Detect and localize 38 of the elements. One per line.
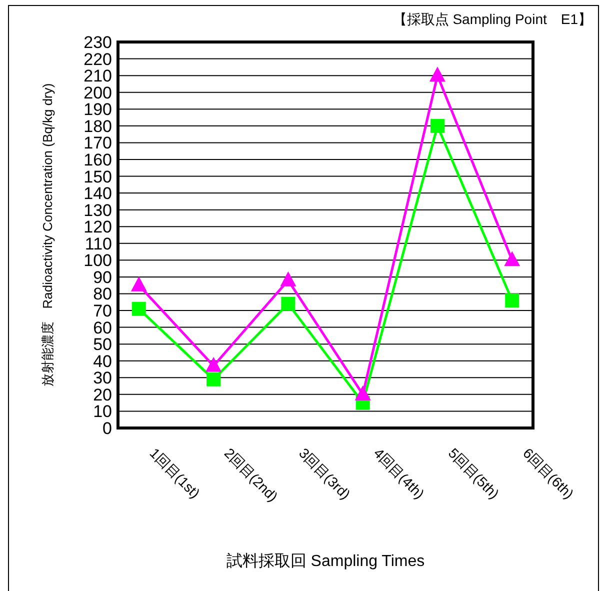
y-tick-label: 110: [84, 234, 112, 254]
point: [132, 302, 146, 316]
y-tick-label: 60: [93, 318, 112, 338]
y-tick-label: 170: [84, 134, 112, 153]
y-tick-label: 40: [93, 352, 112, 371]
x-axis-title: 試料採取回 Sampling Times: [226, 552, 425, 570]
point: [505, 293, 520, 308]
y-tick-label: 150: [84, 167, 112, 186]
y-tick-label: 140: [84, 184, 112, 204]
point: [429, 66, 446, 82]
y-tick-label: 190: [84, 100, 112, 120]
y-tick-label: 160: [84, 150, 112, 170]
y-tick-label: 210: [84, 66, 112, 86]
point: [130, 276, 147, 292]
y-tick-label: 230: [84, 33, 112, 52]
y-tick-label: 200: [84, 83, 112, 102]
point: [206, 356, 222, 372]
y-tick-label: 80: [93, 284, 112, 304]
y-tick-label: 20: [93, 385, 112, 404]
y-tick-label: 30: [93, 368, 112, 388]
point: [354, 385, 371, 400]
y-tick-label: 220: [84, 50, 112, 69]
y-tick-label: 90: [93, 268, 112, 287]
y-tick-label: 120: [84, 218, 112, 237]
y-tick-label: 100: [84, 251, 112, 270]
point: [281, 296, 296, 311]
y-tick-label: 70: [93, 302, 112, 321]
y-tick-label: 10: [93, 402, 112, 422]
y-tick-label: 130: [84, 200, 112, 220]
y-tick-label: 50: [93, 335, 112, 354]
point: [280, 271, 296, 286]
y-tick-label: 0: [102, 419, 112, 438]
chart-title: 【採取点 Sampling Point E1】: [392, 11, 592, 27]
point: [206, 372, 221, 386]
y-tick-label: 180: [84, 116, 112, 136]
point: [504, 251, 520, 266]
y-axis-title: 放射能濃度 Radioactivity Concentration (Bq/kg dry): [40, 83, 55, 387]
point: [430, 118, 444, 133]
